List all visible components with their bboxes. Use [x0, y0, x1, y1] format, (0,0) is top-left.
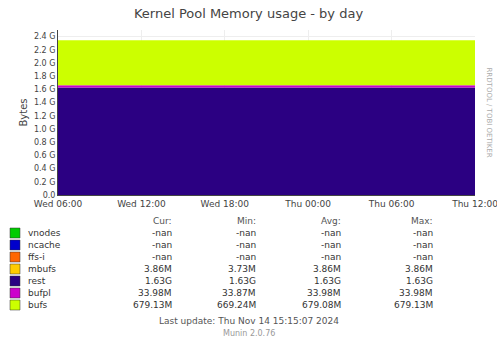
- svg-text:-nan: -nan: [321, 252, 341, 262]
- svg-text:33.98M: 33.98M: [138, 288, 172, 298]
- svg-text:RRDTOOL / TOBI OETIKER: RRDTOOL / TOBI OETIKER: [485, 68, 493, 158]
- svg-text:33.98M: 33.98M: [307, 288, 341, 298]
- svg-text:-nan: -nan: [152, 228, 172, 238]
- svg-text:Thu 12:00: Thu 12:00: [451, 199, 497, 209]
- svg-text:0.6 G: 0.6 G: [34, 151, 55, 160]
- svg-text:33.98M: 33.98M: [399, 288, 433, 298]
- svg-text:Bytes: Bytes: [18, 98, 29, 126]
- svg-text:-nan: -nan: [236, 240, 256, 250]
- svg-text:Wed 18:00: Wed 18:00: [201, 199, 250, 209]
- svg-text:Last update: Thu Nov 14 15:15:: Last update: Thu Nov 14 15:15:07 2024: [159, 316, 339, 326]
- svg-text:vnodes: vnodes: [28, 228, 61, 238]
- svg-text:-nan: -nan: [152, 240, 172, 250]
- svg-text:Wed 06:00: Wed 06:00: [34, 199, 83, 209]
- svg-text:2.2 G: 2.2 G: [34, 46, 55, 55]
- svg-text:bufs: bufs: [28, 300, 48, 310]
- svg-text:rest: rest: [28, 276, 46, 286]
- svg-text:679.13M: 679.13M: [133, 300, 172, 310]
- svg-text:mbufs: mbufs: [28, 264, 56, 274]
- svg-text:0.0: 0.0: [43, 191, 56, 200]
- svg-text:1.63G: 1.63G: [314, 276, 341, 286]
- svg-text:-nan: -nan: [321, 228, 341, 238]
- svg-text:Max:: Max:: [411, 216, 433, 226]
- svg-text:0.4 G: 0.4 G: [34, 164, 55, 173]
- svg-text:-nan: -nan: [152, 252, 172, 262]
- svg-text:Cur:: Cur:: [153, 216, 172, 226]
- svg-text:3.86M: 3.86M: [144, 264, 172, 274]
- svg-text:0.8 G: 0.8 G: [34, 138, 55, 147]
- svg-text:Wed 12:00: Wed 12:00: [117, 199, 166, 209]
- svg-text:2.0 G: 2.0 G: [34, 59, 55, 68]
- svg-text:1.63G: 1.63G: [145, 276, 172, 286]
- svg-text:Thu 00:00: Thu 00:00: [284, 199, 331, 209]
- svg-text:679.13M: 679.13M: [394, 300, 433, 310]
- svg-text:33.87M: 33.87M: [222, 288, 256, 298]
- svg-text:bufpl: bufpl: [28, 288, 51, 298]
- svg-text:1.6 G: 1.6 G: [34, 85, 55, 94]
- svg-text:1.63G: 1.63G: [229, 276, 256, 286]
- svg-text:-nan: -nan: [236, 252, 256, 262]
- svg-text:Thu 06:00: Thu 06:00: [368, 199, 415, 209]
- svg-text:-nan: -nan: [236, 228, 256, 238]
- svg-text:3.86M: 3.86M: [313, 264, 341, 274]
- svg-text:1.4 G: 1.4 G: [34, 98, 55, 107]
- svg-text:3.73M: 3.73M: [228, 264, 256, 274]
- svg-text:Kernel Pool Memory usage - by: Kernel Pool Memory usage - by day: [134, 6, 363, 21]
- svg-text:1.2 G: 1.2 G: [34, 112, 55, 121]
- svg-text:ffs-i: ffs-i: [28, 252, 45, 262]
- svg-text:2.4 G: 2.4 G: [34, 32, 55, 41]
- svg-text:1.63G: 1.63G: [406, 276, 433, 286]
- svg-text:Avg:: Avg:: [321, 216, 341, 226]
- svg-text:-nan: -nan: [413, 228, 433, 238]
- svg-text:Munin 2.0.76: Munin 2.0.76: [223, 329, 275, 338]
- svg-text:Min:: Min:: [237, 216, 256, 226]
- svg-text:0.2 G: 0.2 G: [34, 178, 55, 187]
- svg-text:-nan: -nan: [413, 240, 433, 250]
- svg-text:-nan: -nan: [413, 252, 433, 262]
- svg-text:669.24M: 669.24M: [217, 300, 256, 310]
- svg-text:ncache: ncache: [28, 240, 61, 250]
- svg-text:1.0 G: 1.0 G: [34, 125, 55, 134]
- svg-text:3.86M: 3.86M: [405, 264, 433, 274]
- svg-text:1.8 G: 1.8 G: [34, 72, 55, 81]
- svg-text:679.08M: 679.08M: [302, 300, 341, 310]
- svg-text:-nan: -nan: [321, 240, 341, 250]
